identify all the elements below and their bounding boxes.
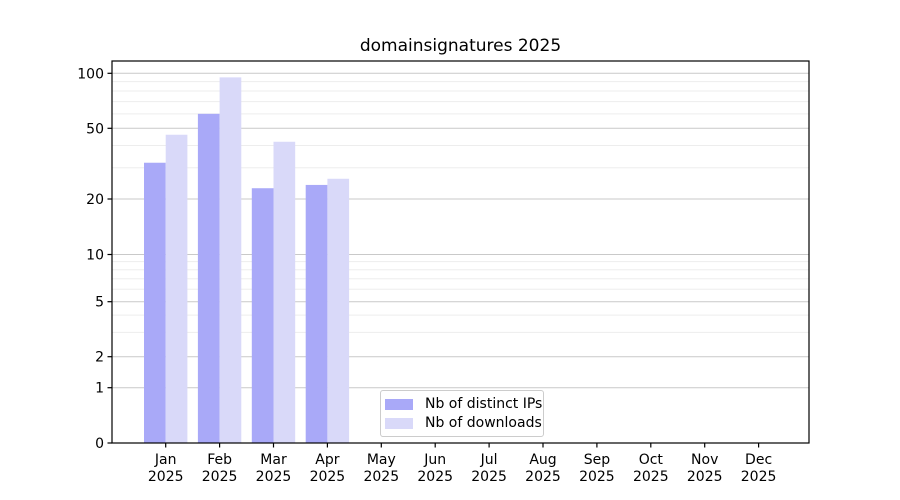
x-tick-label-year: 2025 (363, 469, 399, 485)
x-tick-label-month: Oct (639, 452, 664, 468)
x-tick-label-month: Dec (745, 452, 772, 468)
legend-label-distinct-ips: Nb of distinct IPs (425, 396, 543, 412)
bar-distinct-ips-feb (197, 113, 220, 444)
x-tick-label-year: 2025 (256, 469, 292, 485)
x-tick-label-month: Feb (207, 452, 232, 468)
bar-distinct-ips-apr (305, 184, 328, 444)
x-tick-label-month: Apr (315, 452, 339, 468)
x-tick-label-year: 2025 (741, 469, 777, 485)
x-tick-label-month: Jan (154, 452, 177, 468)
x-tick-label-month: Aug (529, 452, 556, 468)
plot-border (111, 60, 810, 444)
x-tick-label-year: 2025 (202, 469, 238, 485)
bar-distinct-ips-jan (144, 162, 166, 443)
x-tick-label-year: 2025 (687, 469, 723, 485)
y-tick-label: 10 (86, 248, 104, 264)
y-tick-label: 1 (95, 381, 104, 397)
legend-label-downloads: Nb of downloads (425, 415, 542, 431)
x-tick-label-year: 2025 (471, 469, 507, 485)
y-tick-label: 0 (95, 436, 104, 452)
bar-downloads-apr (327, 178, 350, 443)
x-tick-label-year: 2025 (148, 469, 184, 485)
legend-swatch-downloads (385, 417, 413, 429)
legend: Nb of distinct IPs Nb of downloads (380, 390, 544, 437)
x-tick-label-year: 2025 (525, 469, 561, 485)
bar-downloads-mar (273, 141, 296, 443)
x-tick-label-month: Nov (691, 452, 718, 468)
legend-item-distinct-ips: Nb of distinct IPs (385, 396, 543, 412)
chart-title: domainsignatures 2025 (359, 36, 562, 56)
y-tick-label: 2 (95, 350, 104, 366)
legend-swatch-distinct-ips (385, 398, 413, 410)
x-tick-label-year: 2025 (579, 469, 615, 485)
x-tick-label-year: 2025 (633, 469, 669, 485)
x-tick-label-month: Sep (584, 452, 611, 468)
x-tick-label-year: 2025 (310, 469, 346, 485)
y-tick-label: 20 (86, 192, 104, 208)
x-tick-label-month: Jul (480, 452, 498, 468)
bar-downloads-feb (219, 77, 242, 444)
x-tick-label-month: Mar (260, 452, 287, 468)
legend-item-downloads: Nb of downloads (385, 415, 542, 431)
y-tick-label: 50 (86, 121, 104, 137)
x-tick-label-month: Jun (423, 452, 446, 468)
x-tick-label-month: May (367, 452, 396, 468)
bar-distinct-ips-mar (251, 188, 274, 443)
bar-downloads-jan (165, 134, 188, 443)
y-tick-label: 100 (77, 66, 104, 82)
x-tick-label-year: 2025 (417, 469, 453, 485)
y-tick-label: 5 (95, 295, 104, 311)
